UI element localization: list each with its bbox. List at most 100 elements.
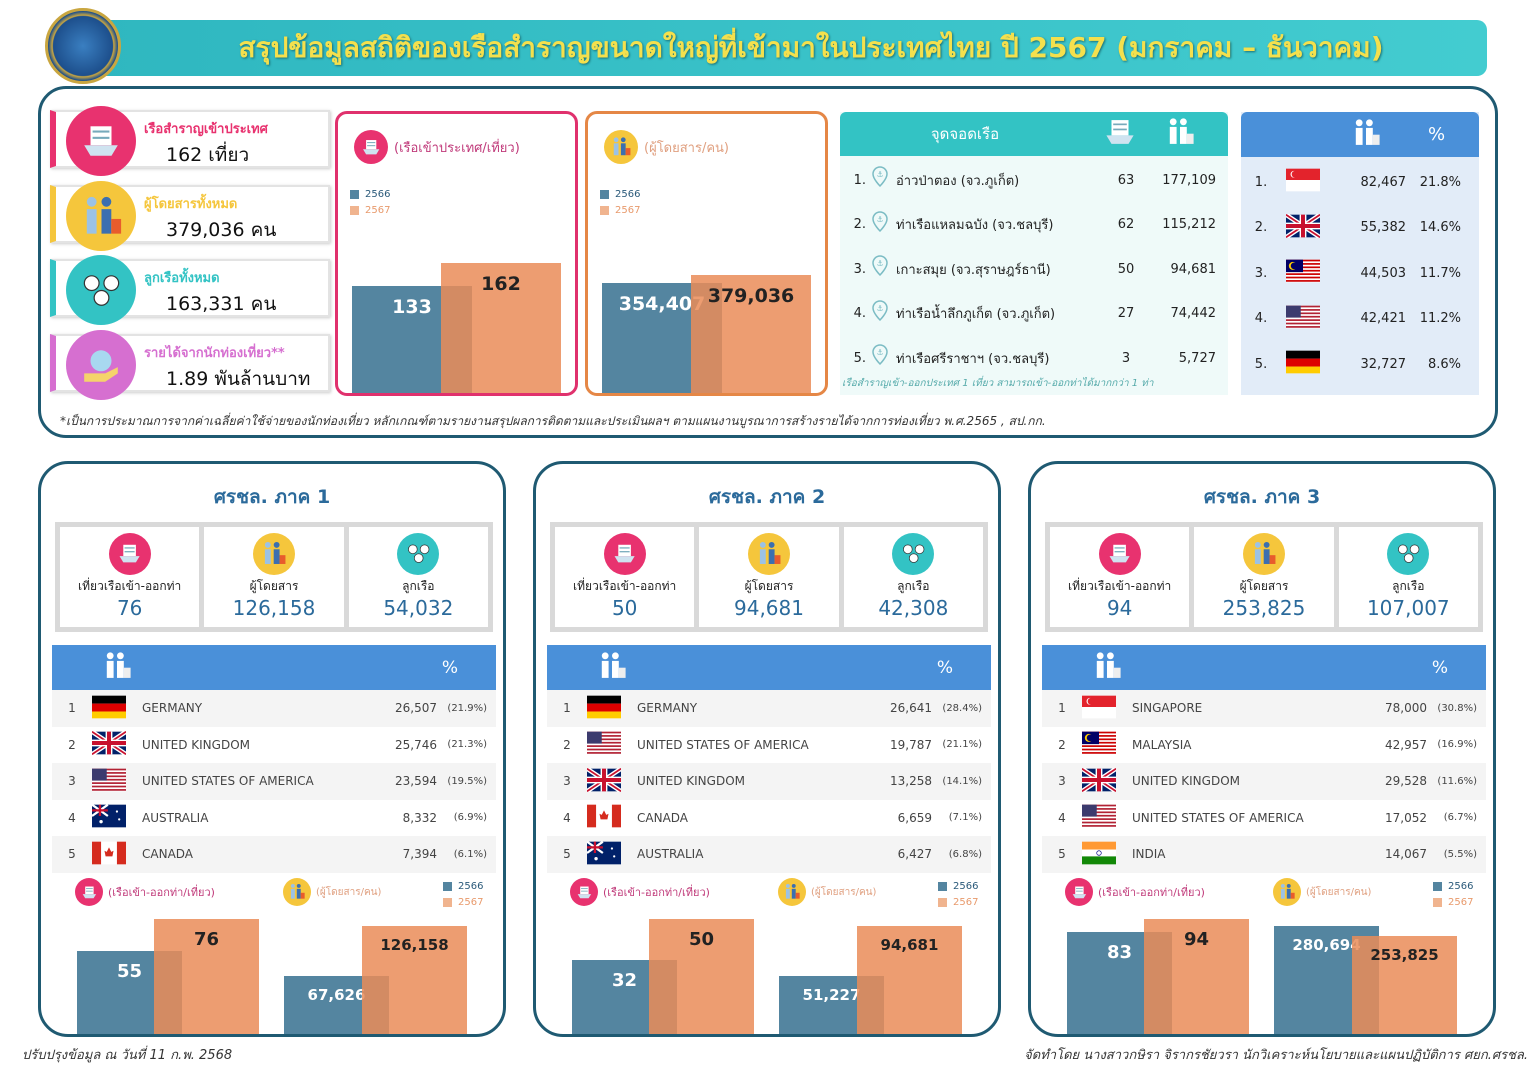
location-pin-icon: ⚓ xyxy=(870,166,896,194)
stat-value: 94,681 xyxy=(734,596,804,620)
country-name: AUSTRALIA xyxy=(637,847,704,862)
flag-au-icon xyxy=(586,840,637,868)
page-title: สรุปข้อมูลสถิติของเรือสำราญขนาดใหญ่ที่เข… xyxy=(238,31,1384,64)
country-rank: 2 xyxy=(68,737,76,752)
bar-value-label: 162 xyxy=(481,273,521,295)
bar-value-label: 32 xyxy=(611,970,638,991)
country-rank: 3 xyxy=(563,774,571,789)
chart-title: (เรือเข้า-ออกท่า/เที่ยว) xyxy=(1098,886,1205,899)
summary-card-label: เรือสำราญเข้าประเทศ xyxy=(144,122,268,137)
country-rank: 1 xyxy=(1058,701,1066,716)
country-passengers: 7,394 xyxy=(402,847,437,862)
passengers-icon xyxy=(283,878,311,906)
port-row: 1. ⚓ อ่าวป่าตอง (จว.ภูเก็ต) 63 177,109 xyxy=(840,158,1228,202)
country-rank: 4 xyxy=(1058,810,1066,825)
update-date: ปรับปรุงข้อมูล ณ วันที่ 11 ก.พ. 2568 xyxy=(22,1048,233,1063)
country-percent: (6.1%) xyxy=(453,848,487,860)
region-stat: ลูกเรือ 42,308 xyxy=(843,527,983,627)
port-rank: 2. xyxy=(853,217,866,232)
country-rank: 3. xyxy=(1254,265,1268,281)
country-percent: 11.7% xyxy=(1419,265,1461,281)
passengers-icon xyxy=(778,878,806,906)
svg-text:⚓: ⚓ xyxy=(876,304,883,313)
country-rank: 5. xyxy=(1254,356,1268,372)
flag-de-icon xyxy=(1286,350,1341,378)
country-percent: (28.4%) xyxy=(942,702,982,714)
summary-card: รายได้จากนักท่องเที่ยว** 1.89 พันล้านบาท xyxy=(50,330,330,400)
stat-label: เที่ยวเรือเข้า-ออกท่า xyxy=(573,579,677,593)
ship-icon xyxy=(66,106,136,176)
region-stat: ผู้โดยสาร 94,681 xyxy=(699,527,839,627)
legend-swatch xyxy=(1433,897,1442,907)
country-percent: (7.1%) xyxy=(948,812,982,824)
legend-swatch xyxy=(938,881,947,891)
crew-icon xyxy=(397,533,440,575)
country-rank: 3 xyxy=(68,774,76,789)
country-passengers: 17,052 xyxy=(1385,810,1427,825)
stat-label: ลูกเรือ xyxy=(897,579,930,593)
region-country-row: 1 SINGAPORE 78,000 (30.8%) xyxy=(1042,690,1486,727)
organization-logo xyxy=(45,8,121,84)
legend-swatch xyxy=(600,205,609,215)
region-country-row: 2 UNITED KINGDOM 25,746 (21.3%) xyxy=(52,727,496,764)
port-trips: 63 xyxy=(1117,172,1135,188)
country-passengers: 26,641 xyxy=(890,701,932,716)
country-passengers: 32,727 xyxy=(1360,356,1407,372)
region-country-row: 5 CANADA 7,394 (6.1%) xyxy=(52,836,496,873)
country-percent: (21.3%) xyxy=(447,739,487,751)
port-row: 3. ⚓ เกาะสมุย (จว.สุราษฎร์ธานี) 50 94,68… xyxy=(840,247,1228,291)
percent-header: % xyxy=(936,657,953,678)
country-name: CANADA xyxy=(142,847,194,862)
port-rank: 5. xyxy=(853,350,866,366)
location-pin-icon: ⚓ xyxy=(870,210,896,239)
country-percent: (21.1%) xyxy=(942,739,982,751)
region-country-row: 3 UNITED KINGDOM 29,528 (11.6%) xyxy=(1042,763,1486,800)
bar-value-label: 51,227 xyxy=(802,986,861,1004)
country-percent: (5.5%) xyxy=(1443,848,1477,860)
bar-2567: 162 xyxy=(441,263,561,393)
chart-title: (เรือเข้าประเทศ/เที่ยว) xyxy=(394,140,520,156)
percent-header: % xyxy=(1431,657,1448,678)
region-country-row: 1 GERMANY 26,641 (28.4%) xyxy=(547,690,991,727)
port-row: 4. ⚓ ท่าเรือน้ำลึกภูเก็ต (จว.ภูเก็ต) 27 … xyxy=(840,292,1228,336)
flag-de-icon xyxy=(587,695,637,722)
country-rank: 2. xyxy=(1254,220,1268,235)
region-stat: เที่ยวเรือเข้า-ออกท่า 94 xyxy=(1050,527,1190,627)
chart-title: (ผู้โดยสาร/คน) xyxy=(316,886,382,898)
country-rank: 1 xyxy=(563,701,571,716)
flag-us-icon xyxy=(587,731,637,758)
footnote: *เป็นการประมาณการจากค่าเฉลี่ยค่าใช้จ่ายข… xyxy=(60,414,1046,428)
legend-label: 2566 xyxy=(1448,880,1474,892)
port-rank: 1. xyxy=(853,172,866,188)
bar-value-label: 67,626 xyxy=(307,986,366,1004)
bar-value-label: 379,036 xyxy=(707,285,795,307)
flag-my-icon xyxy=(1082,731,1132,758)
country-rank: 5 xyxy=(68,847,76,862)
ship-icon xyxy=(603,533,646,575)
flag-us-icon xyxy=(1286,305,1341,333)
ports-header-label: จุดจอดเรือ xyxy=(930,125,1000,143)
country-passengers: 82,467 xyxy=(1360,174,1407,190)
stat-value: 126,158 xyxy=(232,596,316,620)
ship-icon xyxy=(108,533,151,575)
country-passengers: 42,957 xyxy=(1385,737,1427,752)
country-rank: 1 xyxy=(68,701,76,716)
country-name: AUSTRALIA xyxy=(142,810,209,825)
country-rank: 1. xyxy=(1254,174,1268,190)
prepared-by: จัดทำโดย นางสาวกษิรา จิรากรชัยวรา นักวิเ… xyxy=(1024,1048,1528,1063)
country-passengers: 8,332 xyxy=(402,810,437,825)
country-percent: (6.7%) xyxy=(1443,812,1477,824)
port-passengers: 5,727 xyxy=(1178,350,1216,366)
bar-value-label: 94,681 xyxy=(880,936,939,954)
port-row: 2. ⚓ ท่าเรือแหลมฉบัง (จว.ชลบุรี) 62 115,… xyxy=(840,203,1228,247)
country-name: SINGAPORE xyxy=(1132,701,1203,716)
region-table-header: % xyxy=(1042,645,1486,690)
country-passengers: 23,594 xyxy=(395,774,437,789)
bar-value-label: 280,694 xyxy=(1292,936,1361,954)
country-rank: 5 xyxy=(1058,847,1066,862)
port-rank: 3. xyxy=(853,261,866,277)
percent-header: % xyxy=(1428,124,1446,145)
legend-label: 2567 xyxy=(458,896,484,908)
country-percent: (11.6%) xyxy=(1437,775,1477,787)
flag-sg-icon xyxy=(1082,695,1132,722)
